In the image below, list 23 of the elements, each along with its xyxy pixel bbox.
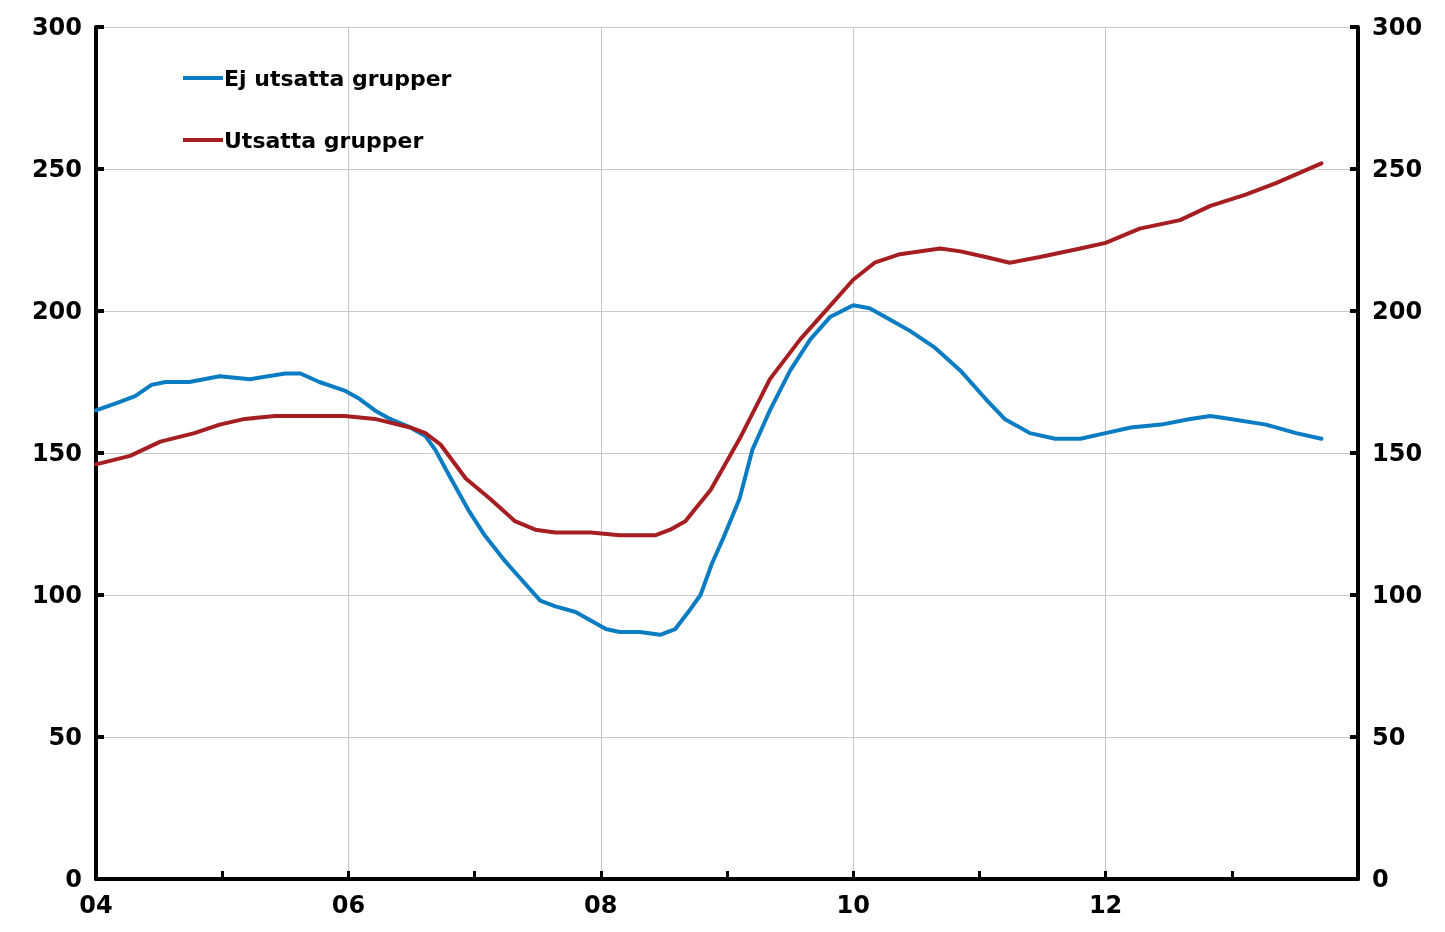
legend-label: Ej utsatta grupper xyxy=(224,65,452,91)
y-tick-label: 0 xyxy=(65,865,82,893)
y2-tick-label: 300 xyxy=(1372,13,1423,41)
y2-tick-label: 100 xyxy=(1372,581,1423,609)
y-tick-label: 300 xyxy=(31,13,82,41)
y-tick-label: 250 xyxy=(31,155,82,183)
x-tick-label: 08 xyxy=(584,891,618,919)
x-tick-label: 04 xyxy=(79,891,113,919)
y-tick-label: 100 xyxy=(31,581,82,609)
x-tick-label: 06 xyxy=(331,891,366,919)
y2-tick-label: 250 xyxy=(1372,155,1423,183)
line-series xyxy=(94,161,1324,538)
y2-tick-label: 200 xyxy=(1372,297,1423,325)
line-series xyxy=(94,303,1324,637)
y2-tick-label: 150 xyxy=(1372,439,1423,467)
y2-tick-label: 0 xyxy=(1372,865,1389,893)
y-tick-label: 150 xyxy=(31,439,82,467)
legend-label: Utsatta grupper xyxy=(224,127,424,153)
y-tick-label: 50 xyxy=(48,723,82,751)
y-tick-label: 200 xyxy=(31,297,82,325)
y2-tick-label: 50 xyxy=(1372,723,1406,751)
x-tick-label: 12 xyxy=(1088,891,1123,919)
x-tick-label: 10 xyxy=(836,891,870,919)
